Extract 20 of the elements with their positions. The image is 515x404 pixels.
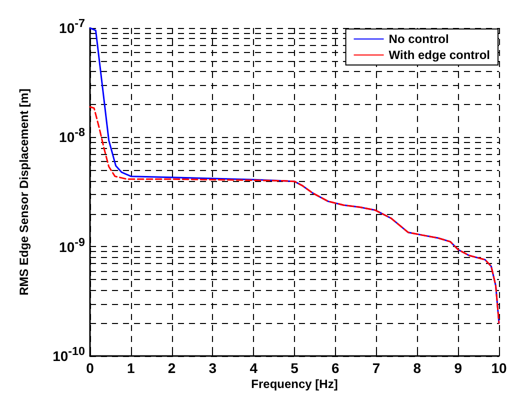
line-series xyxy=(89,106,500,324)
y-tick-label: 10$^{-7}$ xyxy=(59,16,85,36)
x-tick-label: 1 xyxy=(126,360,135,376)
x-tick-label: 5 xyxy=(290,360,298,376)
x-tick-label: 4 xyxy=(250,360,258,376)
y-axis-title: RMS Edge Sensor Displacement [m] xyxy=(17,88,31,296)
x-tick-label: 10 xyxy=(491,360,507,376)
y-tick-label: 10$^{-9}$ xyxy=(59,234,85,255)
x-tick-label: 7 xyxy=(372,360,380,376)
x-tick-label: 9 xyxy=(454,360,462,376)
y-tick-label: 10$^{-10}$ xyxy=(52,344,85,364)
x-tick-label: 0 xyxy=(86,360,94,376)
x-tick-label: 6 xyxy=(331,360,340,376)
y-tick-label: 10$^{-8}$ xyxy=(59,126,85,146)
x-tick-label: 8 xyxy=(413,360,422,376)
x-axis-title: Frequency [Hz] xyxy=(251,377,338,391)
legend-label: No control xyxy=(388,32,449,46)
x-tick-label: 2 xyxy=(168,360,176,376)
x-tick-label: 3 xyxy=(208,360,217,376)
legend-label: With edge control xyxy=(388,48,490,62)
